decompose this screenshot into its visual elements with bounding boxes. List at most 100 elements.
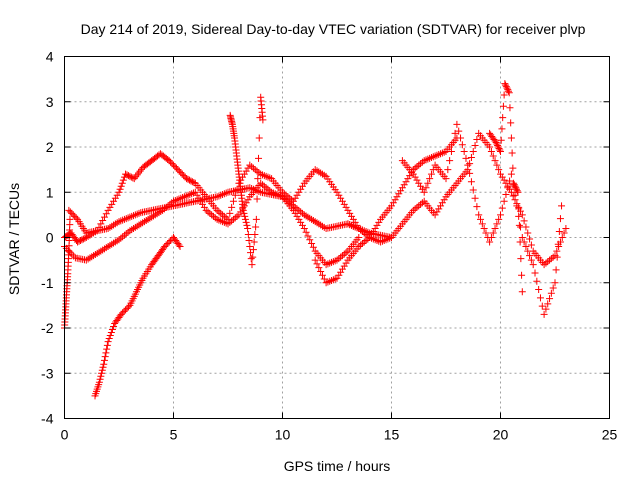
data-point	[255, 187, 263, 195]
data-point	[255, 134, 263, 142]
chart-title: Day 214 of 2019, Sidereal Day-to-day VTE…	[81, 21, 586, 37]
data-point	[533, 277, 541, 285]
data-point	[348, 221, 356, 229]
data-point	[437, 202, 445, 210]
data-point	[282, 191, 290, 199]
data-point	[328, 258, 336, 266]
data-point	[324, 260, 332, 268]
data-point	[273, 191, 281, 199]
data-point	[489, 229, 497, 237]
data-point	[466, 160, 474, 168]
data-point	[417, 182, 425, 190]
x-tick-label: 20	[493, 427, 509, 443]
data-point	[335, 271, 343, 279]
data-point	[324, 278, 332, 286]
data-point	[253, 167, 261, 175]
data-point	[409, 170, 417, 178]
data-point	[249, 164, 257, 172]
data-point	[446, 157, 454, 165]
data-point	[215, 192, 223, 200]
series-arc-d	[91, 234, 184, 400]
data-point	[506, 185, 514, 193]
data-point	[275, 191, 283, 199]
data-point	[243, 221, 251, 229]
data-point	[233, 212, 241, 220]
data-point	[249, 253, 257, 261]
data-point	[411, 173, 419, 181]
data-point	[208, 211, 216, 219]
data-point	[344, 220, 352, 228]
data-point	[328, 276, 336, 284]
data-point	[518, 271, 526, 279]
data-point	[512, 185, 520, 193]
data-point	[449, 138, 457, 146]
data-point	[79, 235, 87, 243]
data-point	[120, 215, 128, 223]
data-point	[458, 141, 466, 149]
data-point	[259, 171, 267, 179]
data-point	[159, 206, 167, 214]
data-point	[329, 276, 337, 284]
data-point	[248, 163, 256, 171]
data-point	[219, 218, 227, 226]
data-point	[504, 184, 512, 192]
data-point	[102, 244, 110, 252]
data-point	[107, 329, 115, 337]
data-point	[183, 175, 191, 183]
data-point	[415, 161, 423, 169]
data-point	[306, 236, 314, 244]
data-point	[386, 234, 394, 242]
x-tick-label: 0	[61, 427, 69, 443]
data-point	[512, 184, 520, 192]
data-point	[71, 212, 79, 220]
data-point	[108, 240, 116, 248]
data-point	[355, 234, 363, 241]
data-point	[235, 211, 243, 219]
data-point	[257, 179, 265, 187]
data-point	[475, 211, 483, 219]
data-point	[311, 218, 319, 226]
data-point	[418, 185, 426, 193]
data-point	[368, 234, 376, 242]
data-point	[298, 209, 306, 217]
data-point	[106, 332, 114, 340]
data-point	[164, 202, 172, 210]
data-point	[213, 206, 221, 214]
data-point	[124, 172, 132, 180]
data-point	[295, 215, 303, 223]
data-point	[113, 191, 121, 199]
data-point	[122, 230, 130, 238]
data-point	[291, 203, 299, 211]
data-point	[289, 206, 297, 214]
data-point	[553, 253, 561, 261]
data-point	[502, 191, 510, 199]
data-point	[116, 185, 124, 193]
data-point	[338, 252, 346, 260]
data-point	[554, 240, 562, 248]
data-point	[477, 215, 485, 223]
data-point	[346, 221, 354, 229]
data-point	[495, 166, 503, 174]
data-point	[293, 205, 301, 213]
data-point	[231, 191, 239, 199]
data-point	[462, 154, 470, 162]
y-tick-labels: -4 -3 -2 -1 0 1 2 3 4	[41, 49, 54, 427]
data-point	[364, 232, 372, 240]
data-point	[118, 179, 126, 187]
data-point	[440, 196, 448, 204]
data-point	[509, 192, 517, 200]
data-point	[98, 366, 106, 374]
data-point	[97, 220, 105, 228]
data-point	[241, 215, 249, 223]
data-point	[110, 221, 118, 229]
data-point	[151, 211, 159, 219]
data-point	[497, 136, 505, 144]
data-point	[502, 179, 510, 187]
data-point	[190, 178, 198, 186]
data-point	[382, 236, 390, 244]
data-point	[184, 175, 192, 183]
data-point	[297, 218, 305, 226]
data-point	[161, 243, 169, 251]
data-point	[346, 209, 354, 217]
data-point	[104, 224, 112, 232]
